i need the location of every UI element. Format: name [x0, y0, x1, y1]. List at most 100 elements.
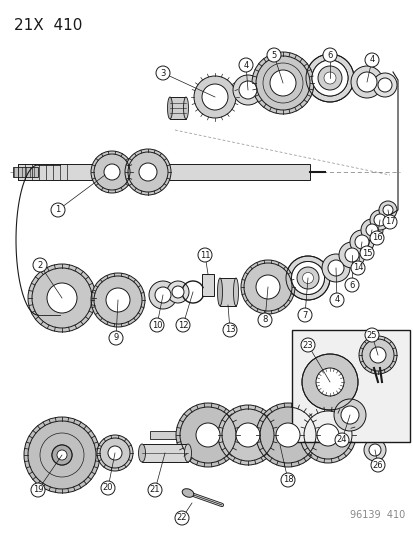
Circle shape	[101, 481, 115, 495]
Text: 9: 9	[113, 334, 119, 343]
Circle shape	[323, 72, 335, 84]
Text: 4: 4	[368, 55, 374, 64]
Bar	[219, 278, 235, 306]
Circle shape	[382, 215, 396, 229]
Bar	[374, 431, 394, 439]
Circle shape	[327, 260, 343, 276]
Bar	[202, 274, 214, 296]
Bar	[18, 164, 309, 180]
Circle shape	[195, 423, 219, 447]
Text: 11: 11	[199, 251, 210, 260]
Circle shape	[240, 260, 294, 314]
Circle shape	[372, 73, 396, 97]
Text: 21: 21	[150, 486, 160, 495]
Circle shape	[166, 281, 189, 303]
Circle shape	[257, 313, 271, 327]
Ellipse shape	[184, 444, 191, 462]
Circle shape	[171, 286, 183, 298]
Circle shape	[373, 214, 385, 226]
Text: 10: 10	[152, 320, 162, 329]
Text: 2: 2	[37, 261, 43, 270]
Circle shape	[218, 405, 277, 465]
Circle shape	[370, 458, 384, 472]
Circle shape	[301, 354, 357, 410]
Text: 25: 25	[366, 330, 376, 340]
Text: 24: 24	[336, 435, 347, 445]
Ellipse shape	[182, 489, 193, 497]
Circle shape	[194, 76, 235, 118]
Circle shape	[344, 278, 358, 292]
Text: 22: 22	[176, 513, 187, 522]
Circle shape	[28, 264, 96, 332]
Circle shape	[297, 308, 311, 322]
Text: 26: 26	[372, 461, 382, 470]
Circle shape	[156, 66, 170, 80]
Circle shape	[106, 288, 130, 312]
Circle shape	[378, 201, 396, 219]
Ellipse shape	[233, 278, 238, 306]
Text: 96139  410: 96139 410	[349, 510, 404, 520]
Circle shape	[359, 246, 373, 260]
Circle shape	[235, 423, 259, 447]
Circle shape	[104, 164, 120, 180]
Circle shape	[329, 293, 343, 307]
Circle shape	[334, 433, 348, 447]
Ellipse shape	[183, 97, 188, 119]
Circle shape	[175, 511, 189, 525]
Circle shape	[322, 48, 336, 62]
Text: 6: 6	[327, 51, 332, 60]
Bar	[13, 167, 38, 177]
Circle shape	[108, 446, 122, 460]
Circle shape	[340, 406, 358, 424]
Circle shape	[299, 407, 355, 463]
Text: 20: 20	[102, 483, 113, 492]
Circle shape	[252, 52, 313, 114]
Circle shape	[238, 58, 252, 72]
Circle shape	[300, 338, 314, 352]
Circle shape	[275, 423, 299, 447]
Circle shape	[296, 267, 318, 289]
Text: 7: 7	[301, 311, 307, 319]
Circle shape	[369, 231, 383, 245]
Circle shape	[349, 230, 373, 254]
Circle shape	[321, 254, 349, 282]
Circle shape	[24, 417, 100, 493]
Circle shape	[149, 281, 177, 309]
Circle shape	[176, 403, 240, 467]
Ellipse shape	[138, 444, 145, 462]
Text: 1: 1	[55, 206, 60, 214]
Text: 8: 8	[262, 316, 267, 325]
Circle shape	[33, 258, 47, 272]
Circle shape	[311, 60, 347, 96]
Circle shape	[139, 163, 157, 181]
Circle shape	[360, 219, 382, 241]
Circle shape	[97, 435, 133, 471]
Circle shape	[255, 403, 319, 467]
Circle shape	[109, 331, 123, 345]
Circle shape	[266, 48, 280, 62]
Circle shape	[154, 287, 171, 303]
Circle shape	[269, 70, 295, 96]
Circle shape	[358, 336, 396, 374]
Circle shape	[377, 78, 391, 92]
Circle shape	[302, 272, 313, 284]
Circle shape	[333, 399, 365, 431]
Text: 14: 14	[352, 263, 362, 272]
Circle shape	[238, 81, 256, 99]
Circle shape	[316, 424, 338, 446]
Circle shape	[364, 53, 378, 67]
Circle shape	[344, 248, 358, 262]
Circle shape	[255, 275, 279, 299]
Circle shape	[51, 203, 65, 217]
Circle shape	[52, 445, 72, 465]
Circle shape	[338, 242, 364, 268]
Ellipse shape	[217, 278, 222, 306]
Circle shape	[57, 450, 67, 460]
Text: 6: 6	[349, 280, 354, 289]
Circle shape	[176, 318, 190, 332]
Circle shape	[150, 318, 164, 332]
Circle shape	[368, 444, 380, 456]
Circle shape	[125, 149, 171, 195]
Text: 3: 3	[160, 69, 165, 77]
Circle shape	[363, 439, 385, 461]
